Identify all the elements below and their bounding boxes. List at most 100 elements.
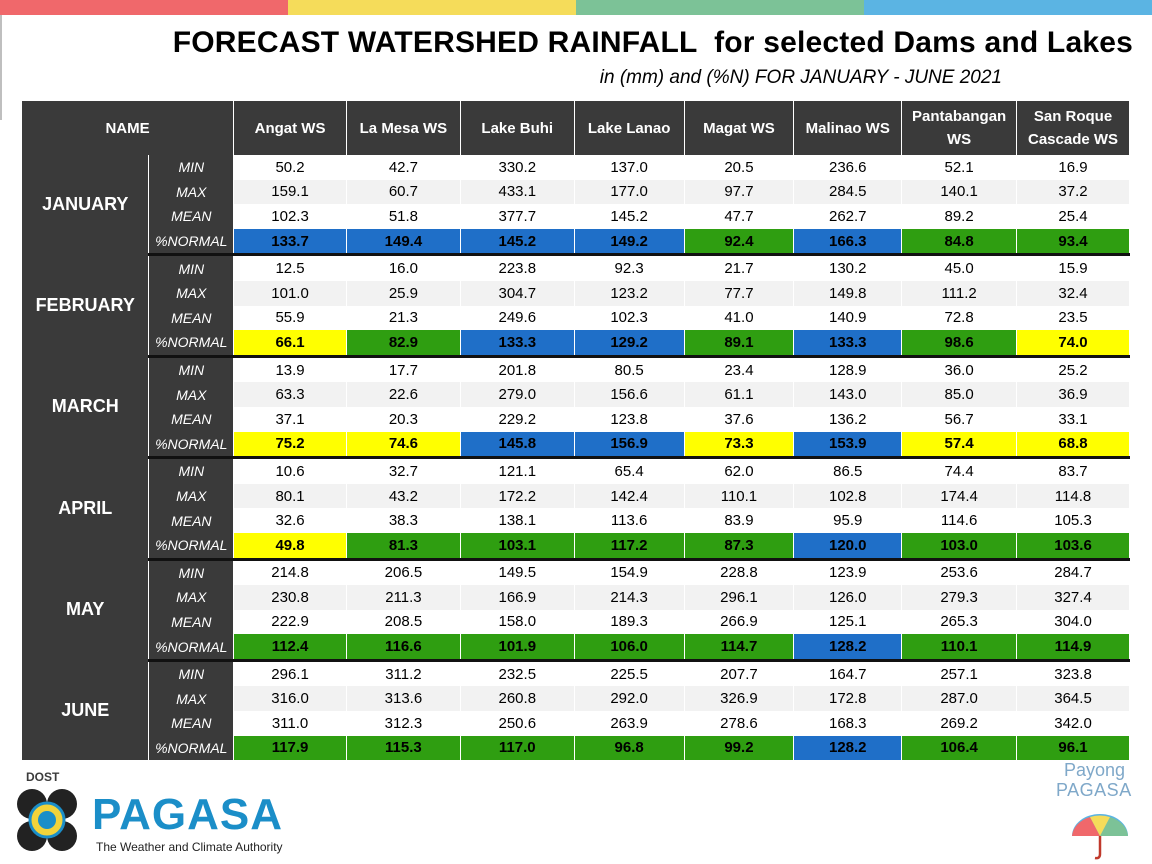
value-cell: 105.3 (1016, 508, 1130, 533)
percent-normal-cell: 103.0 (901, 532, 1018, 561)
value-cell: 364.5 (1016, 686, 1130, 712)
percent-normal-cell: 74.0 (1016, 330, 1130, 358)
column-header: La Mesa WS (346, 101, 461, 155)
percent-normal-cell: 81.3 (346, 532, 461, 561)
value-cell: 228.8 (684, 559, 795, 586)
value-cell: 287.0 (901, 686, 1018, 712)
percent-normal-cell: 82.9 (346, 330, 461, 358)
value-cell: 154.9 (574, 559, 685, 586)
percent-normal-cell: 57.4 (901, 431, 1018, 460)
row-label: MEAN (148, 508, 235, 533)
table-row: MEAN 222.9 208.5 158.0 189.3 266.9 125.1 265.3 3… (22, 609, 1130, 635)
percent-normal-cell: 89.1 (684, 330, 795, 358)
value-cell: 326.9 (684, 686, 795, 712)
value-cell: 164.7 (793, 660, 903, 687)
value-cell: 50.2 (233, 155, 347, 180)
percent-normal-cell: 116.6 (346, 634, 461, 662)
value-cell: 114.8 (1016, 483, 1130, 509)
value-cell: 33.1 (1016, 406, 1130, 432)
value-cell: 249.6 (460, 305, 575, 331)
value-cell: 292.0 (574, 686, 685, 712)
table-row: MAY MIN 214.8 206.5 149.5 154.9 228.8 123.9 253.… (22, 559, 1130, 661)
table-row-percent-normal: %NORMAL 66.1 82.9 133.3 129.2 89.1 133.3 98.6 74… (22, 330, 1130, 358)
percent-normal-cell: 93.4 (1016, 228, 1130, 257)
table-body: JANUARY MIN 50.2 42.7 330.2 137.0 20.5 236.6 52.… (22, 155, 1130, 761)
top-bar-segment-green (576, 0, 864, 15)
percent-normal-cell: 117.0 (460, 735, 575, 761)
value-cell: 269.2 (901, 711, 1018, 736)
table-row: MEAN 311.0 312.3 250.6 263.9 278.6 168.3 269.2 3… (22, 711, 1130, 736)
value-cell: 250.6 (460, 711, 575, 736)
value-cell: 143.0 (793, 382, 903, 407)
column-header: Lake Buhi (460, 101, 575, 155)
table-row: JANUARY MIN 50.2 42.7 330.2 137.0 20.5 236.6 52.… (22, 155, 1130, 255)
value-cell: 207.7 (684, 660, 795, 687)
percent-normal-cell: 110.1 (901, 634, 1018, 662)
month-label: JUNE (22, 660, 150, 761)
value-cell: 279.0 (460, 382, 575, 407)
value-cell: 323.8 (1016, 660, 1130, 687)
percent-normal-cell: 128.2 (793, 735, 903, 761)
percent-normal-cell: 49.8 (233, 532, 347, 561)
percent-normal-cell: 153.9 (793, 431, 903, 460)
percent-normal-cell: 117.9 (233, 735, 347, 761)
value-cell: 10.6 (233, 457, 347, 484)
table-row: MAX 101.0 25.9 304.7 123.2 77.7 149.8 111.2 32.4 (22, 280, 1130, 306)
value-cell: 149.8 (793, 280, 903, 306)
value-cell: 43.2 (346, 483, 461, 509)
left-edge-line (0, 15, 2, 120)
row-label: MAX (148, 280, 235, 306)
rainfall-table: NAME Angat WS La Mesa WS Lake Buhi Lake … (22, 101, 1130, 761)
percent-normal-cell: 92.4 (684, 228, 795, 257)
value-cell: 377.7 (460, 204, 575, 229)
payong-pagasa-text: PAGASA (1056, 780, 1132, 800)
value-cell: 208.5 (346, 609, 461, 635)
value-cell: 189.3 (574, 609, 685, 635)
value-cell: 260.8 (460, 686, 575, 712)
value-cell: 51.8 (346, 204, 461, 229)
pagasa-logo: DOST PAGASA The Weather and Climate Auth… (14, 770, 284, 860)
row-label: %NORMAL (148, 431, 235, 460)
value-cell: 37.1 (233, 406, 347, 432)
percent-normal-cell: 106.4 (901, 735, 1018, 761)
value-cell: 177.0 (574, 179, 685, 205)
month-label: MARCH (22, 356, 150, 458)
value-cell: 123.9 (793, 559, 903, 586)
value-cell: 20.5 (684, 155, 795, 180)
row-label: MEAN (148, 406, 235, 432)
percent-normal-cell: 103.6 (1016, 532, 1130, 561)
value-cell: 102.8 (793, 483, 903, 509)
top-color-bar (0, 0, 1152, 15)
value-cell: 313.6 (346, 686, 461, 712)
table-row: MARCH MIN 13.9 17.7 201.8 80.5 23.4 128.9 36.0 25… (22, 356, 1130, 458)
table-row: MEAN 37.1 20.3 229.2 123.8 37.6 136.2 56.7 33.1 (22, 406, 1130, 432)
table-row: FEBRUARY MIN 12.5 16.0 223.8 92.3 21.7 130.2 45.… (22, 254, 1130, 357)
column-header: Lake Lanao (574, 101, 685, 155)
row-label: MAX (148, 686, 235, 712)
value-cell: 25.2 (1016, 356, 1130, 383)
table-row-percent-normal: %NORMAL 117.9 115.3 117.0 96.8 99.2 128.2 106.4… (22, 735, 1130, 761)
value-cell: 211.3 (346, 585, 461, 610)
value-cell: 89.2 (901, 204, 1018, 229)
value-cell: 142.4 (574, 483, 685, 509)
column-header: Pantabangan WS (901, 101, 1018, 155)
percent-normal-cell: 99.2 (684, 735, 795, 761)
value-cell: 37.6 (684, 406, 795, 432)
value-cell: 101.0 (233, 280, 347, 306)
value-cell: 278.6 (684, 711, 795, 736)
value-cell: 12.5 (233, 254, 347, 281)
value-cell: 23.5 (1016, 305, 1130, 331)
value-cell: 296.1 (233, 660, 347, 687)
value-cell: 201.8 (460, 356, 575, 383)
table-row: MEAN 32.6 38.3 138.1 113.6 83.9 95.9 114.6 105.3 (22, 508, 1130, 533)
value-cell: 21.3 (346, 305, 461, 331)
value-cell: 41.0 (684, 305, 795, 331)
value-cell: 174.4 (901, 483, 1018, 509)
percent-normal-cell: 145.8 (460, 431, 575, 460)
value-cell: 77.7 (684, 280, 795, 306)
value-cell: 123.2 (574, 280, 685, 306)
percent-normal-cell: 84.8 (901, 228, 1018, 257)
value-cell: 15.9 (1016, 254, 1130, 281)
value-cell: 123.8 (574, 406, 685, 432)
value-cell: 47.7 (684, 204, 795, 229)
